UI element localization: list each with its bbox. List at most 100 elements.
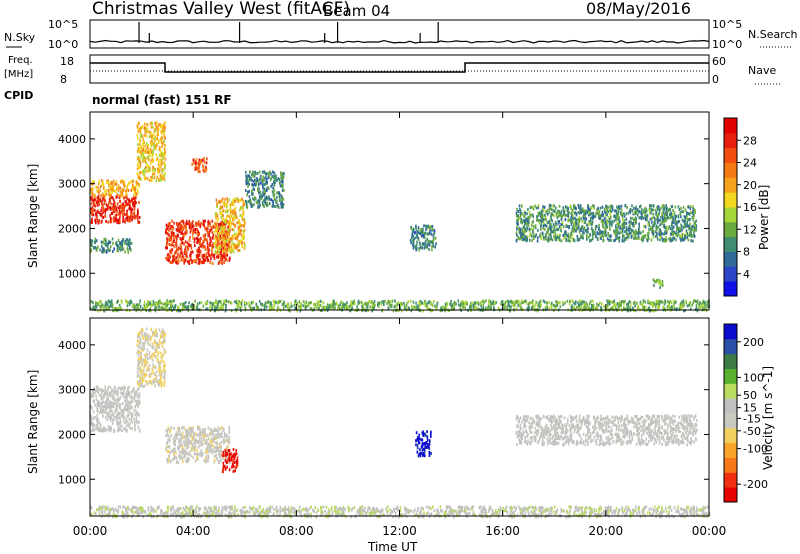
scatter-cell — [152, 158, 154, 162]
scatter-cell — [147, 155, 150, 159]
sky-label: N.Sky — [4, 31, 36, 44]
scatter-cell — [124, 204, 126, 208]
scatter-cell — [279, 181, 281, 185]
scatter-cell — [596, 305, 598, 309]
scatter-cell — [616, 205, 618, 209]
scatter-cell — [243, 224, 245, 228]
scatter-cell — [350, 300, 353, 304]
scatter-cell — [578, 215, 581, 219]
scatter-cell — [134, 196, 137, 200]
scatter-cell — [326, 303, 329, 307]
scatter-cell — [540, 236, 543, 240]
scatter-cell — [337, 304, 340, 308]
scatter-cell — [229, 206, 232, 209]
nave-tick-top: 60 — [712, 55, 726, 68]
scatter-cell — [686, 231, 688, 235]
scatter-cell — [558, 225, 561, 229]
colorbar-tick-label: 4 — [743, 268, 750, 281]
scatter-cell — [426, 304, 428, 308]
scatter-cell — [210, 240, 212, 244]
scatter-cell — [221, 205, 224, 209]
scatter-cell — [451, 305, 454, 309]
scatter-cell — [95, 221, 97, 225]
scatter-cell — [571, 214, 573, 218]
scatter-cell — [526, 237, 529, 241]
scatter-cell — [507, 304, 509, 308]
scatter-cell — [117, 221, 120, 225]
scatter-cell — [507, 302, 510, 305]
scatter-cell — [160, 124, 162, 128]
scatter-cell — [210, 249, 213, 253]
scatter-cell — [688, 301, 691, 304]
scatter-cell — [663, 232, 665, 236]
scatter-cell — [153, 167, 155, 171]
scatter-cell — [129, 309, 131, 313]
sky-noise-trace — [89, 39, 710, 44]
scatter-cell — [688, 231, 691, 235]
scatter-cell — [231, 248, 234, 252]
colorbar-swatch — [724, 192, 737, 208]
scatter-cell — [573, 203, 576, 207]
scatter-cell — [378, 301, 380, 305]
scatter-cell — [223, 222, 225, 225]
scatter-cell — [552, 230, 554, 234]
scatter-cell — [163, 162, 166, 165]
scatter-cell — [232, 246, 235, 250]
scatter-cell — [674, 214, 676, 218]
scatter-cell — [115, 213, 118, 217]
scatter-cell — [204, 248, 207, 252]
scatter-cell — [116, 243, 118, 247]
scatter-cell — [586, 236, 588, 240]
scatter-cell — [155, 306, 158, 310]
scatter-cell — [316, 300, 319, 304]
scatter-cell — [152, 151, 154, 155]
scatter-cell — [295, 299, 297, 303]
scatter-cell — [180, 258, 183, 262]
scatter-cell — [567, 219, 569, 223]
scatter-cell — [603, 207, 606, 211]
scatter-cell — [689, 233, 691, 237]
scatter-cell — [243, 303, 246, 307]
scatter-cell — [110, 194, 112, 197]
scatter-cell — [197, 234, 199, 238]
scatter-cell — [578, 238, 581, 242]
scatter-cell — [218, 200, 220, 204]
scatter-cell — [121, 207, 123, 211]
scatter-cell — [128, 417, 130, 421]
scatter-cell — [225, 306, 227, 310]
scatter-cell — [120, 299, 123, 303]
scatter-cell — [517, 223, 519, 227]
scatter-cell — [681, 238, 683, 242]
scatter-cell — [275, 198, 277, 202]
scatter-cell — [637, 231, 640, 235]
scatter-cell — [611, 208, 614, 212]
scatter-cell — [257, 307, 260, 311]
scatter-cell — [485, 307, 488, 311]
scatter-cell — [186, 241, 189, 245]
scatter-cell — [281, 201, 283, 205]
scatter-cell — [117, 184, 120, 188]
scatter-cell — [635, 231, 638, 235]
scatter-cell — [552, 228, 555, 232]
scatter-cell — [198, 241, 201, 245]
scatter-cell — [96, 189, 98, 193]
scatter-cell — [186, 255, 189, 259]
scatter-cell — [300, 307, 303, 311]
scatter-cell — [199, 162, 201, 166]
scatter-cell — [116, 205, 118, 209]
scatter-cell — [626, 309, 629, 313]
scatter-cell — [519, 237, 521, 241]
scatter-cell — [637, 304, 640, 308]
scatter-cell — [629, 300, 632, 304]
scatter-cell — [194, 231, 197, 234]
scatter-cell — [129, 217, 131, 221]
scatter-cell — [226, 229, 229, 233]
scatter-cell — [158, 178, 161, 182]
scatter-cell — [171, 241, 174, 245]
scatter-cell — [403, 301, 405, 305]
scatter-cell — [526, 219, 529, 223]
scatter-cell — [468, 306, 471, 310]
scatter-cell — [688, 233, 690, 237]
scatter-cell — [258, 179, 260, 183]
scatter-cell — [134, 305, 136, 308]
